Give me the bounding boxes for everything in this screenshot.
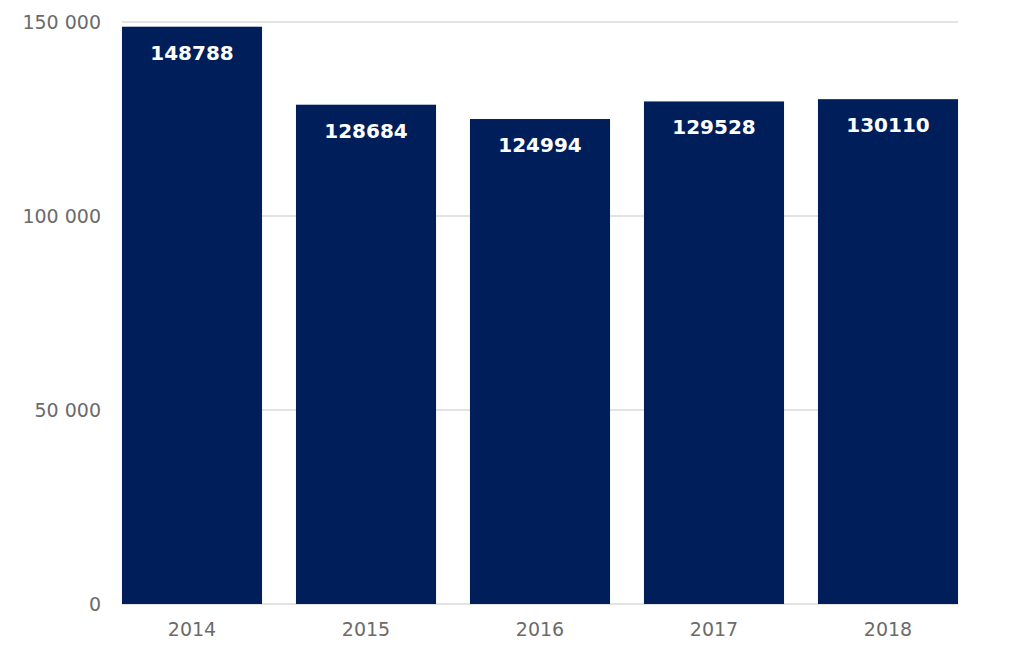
data-label: 124994 xyxy=(498,133,582,157)
y-axis: 0 50 000 100 000 150 000 xyxy=(22,11,101,615)
bar xyxy=(644,101,784,604)
bars xyxy=(122,27,958,604)
bar xyxy=(470,119,610,604)
data-label: 129528 xyxy=(672,115,756,139)
data-label: 128684 xyxy=(324,119,408,143)
x-tick-label: 2015 xyxy=(342,618,390,640)
y-tick-label: 100 000 xyxy=(22,205,101,227)
data-label: 148788 xyxy=(150,41,234,65)
grid xyxy=(122,22,958,604)
x-tick-label: 2016 xyxy=(516,618,564,640)
bar xyxy=(122,27,262,604)
data-label: 130110 xyxy=(846,113,930,137)
bar xyxy=(296,105,436,604)
chart-container: 050 000100 000150 0001487881286841249941… xyxy=(0,0,1024,660)
grid-line xyxy=(122,21,958,23)
x-tick-label: 2014 xyxy=(168,618,216,640)
x-tick-label: 2017 xyxy=(690,618,738,640)
y-tick-label: 0 xyxy=(89,593,101,615)
x-tick-label: 2018 xyxy=(864,618,912,640)
y-tick-label: 50 000 xyxy=(35,399,101,421)
chart-svg: 050 000100 000150 0001487881286841249941… xyxy=(0,0,1024,660)
bar xyxy=(818,99,958,604)
y-tick-label: 150 000 xyxy=(22,11,101,33)
data-labels: 148788 128684 124994 129528 130110 xyxy=(150,41,930,157)
x-axis: 2014 2015 2016 2017 2018 xyxy=(168,618,912,640)
